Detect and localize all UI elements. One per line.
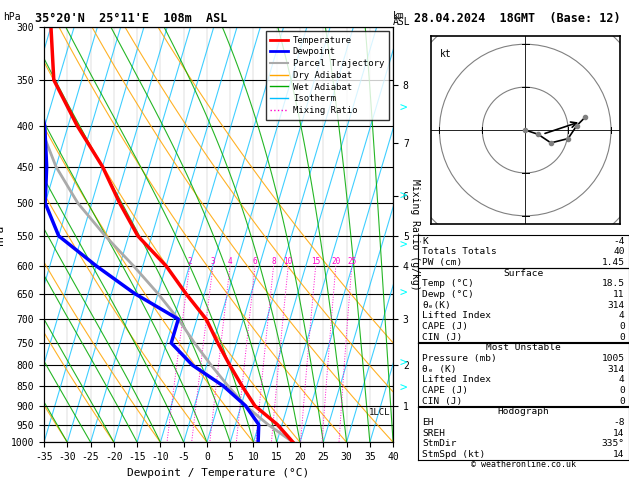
Text: 8: 8 (271, 257, 276, 266)
Text: Dewp (°C): Dewp (°C) (423, 290, 474, 299)
Text: >: > (399, 190, 407, 203)
Text: Totals Totals: Totals Totals (423, 247, 498, 256)
Text: 0: 0 (619, 332, 625, 342)
Text: 4: 4 (619, 311, 625, 320)
Text: 314: 314 (608, 300, 625, 310)
Text: 0: 0 (619, 397, 625, 406)
Text: 40: 40 (613, 247, 625, 256)
Text: SREH: SREH (423, 429, 445, 437)
Text: CIN (J): CIN (J) (423, 397, 463, 406)
Text: >: > (399, 102, 407, 115)
Text: 10: 10 (284, 257, 293, 266)
Text: 6: 6 (253, 257, 257, 266)
Text: Pressure (mb): Pressure (mb) (423, 354, 498, 363)
Text: StmDir: StmDir (423, 439, 457, 448)
Text: 25: 25 (347, 257, 357, 266)
Text: >: > (399, 287, 407, 300)
Text: 15: 15 (311, 257, 320, 266)
Text: 14: 14 (613, 429, 625, 437)
Text: 1005: 1005 (602, 354, 625, 363)
Text: kt: kt (440, 49, 451, 58)
Text: Lifted Index: Lifted Index (423, 311, 491, 320)
Text: 314: 314 (608, 364, 625, 374)
Y-axis label: hPa: hPa (0, 225, 5, 244)
Text: 20: 20 (331, 257, 340, 266)
Text: 335°: 335° (602, 439, 625, 448)
Text: StmSpd (kt): StmSpd (kt) (423, 450, 486, 459)
Text: CIN (J): CIN (J) (423, 332, 463, 342)
Text: Lifted Index: Lifted Index (423, 375, 491, 384)
Text: EH: EH (423, 418, 434, 427)
Text: 4: 4 (228, 257, 233, 266)
X-axis label: Dewpoint / Temperature (°C): Dewpoint / Temperature (°C) (128, 468, 309, 478)
Text: 1LCL: 1LCL (369, 408, 391, 417)
Text: 0: 0 (619, 386, 625, 395)
Text: K: K (423, 237, 428, 245)
Text: hPa: hPa (3, 12, 21, 22)
Text: PW (cm): PW (cm) (423, 258, 463, 267)
Text: CAPE (J): CAPE (J) (423, 386, 469, 395)
Text: 2: 2 (187, 257, 192, 266)
Text: >: > (399, 357, 407, 369)
Text: © weatheronline.co.uk: © weatheronline.co.uk (471, 460, 576, 469)
Text: 14: 14 (613, 450, 625, 459)
Text: 11: 11 (613, 290, 625, 299)
Text: ASL: ASL (393, 17, 411, 27)
Text: km: km (393, 11, 405, 21)
Text: -4: -4 (613, 237, 625, 245)
Text: 28.04.2024  18GMT  (Base: 12): 28.04.2024 18GMT (Base: 12) (414, 12, 620, 25)
Text: 4: 4 (619, 375, 625, 384)
Text: -8: -8 (613, 418, 625, 427)
Text: θₑ(K): θₑ(K) (423, 300, 451, 310)
Y-axis label: Mixing Ratio (g/kg): Mixing Ratio (g/kg) (410, 179, 420, 290)
Legend: Temperature, Dewpoint, Parcel Trajectory, Dry Adiabat, Wet Adiabat, Isotherm, Mi: Temperature, Dewpoint, Parcel Trajectory… (265, 31, 389, 120)
Text: 3: 3 (211, 257, 215, 266)
Text: >: > (399, 382, 407, 395)
Text: Temp (°C): Temp (°C) (423, 279, 474, 288)
Text: CAPE (J): CAPE (J) (423, 322, 469, 331)
Text: 18.5: 18.5 (602, 279, 625, 288)
Text: Hodograph: Hodograph (498, 407, 550, 417)
Text: 0: 0 (619, 322, 625, 331)
Text: θₑ (K): θₑ (K) (423, 364, 457, 374)
Text: >: > (399, 239, 407, 252)
Text: 1.45: 1.45 (602, 258, 625, 267)
Text: Surface: Surface (504, 269, 543, 278)
Text: 35°20'N  25°11'E  108m  ASL: 35°20'N 25°11'E 108m ASL (35, 12, 227, 25)
Text: Most Unstable: Most Unstable (486, 343, 561, 352)
